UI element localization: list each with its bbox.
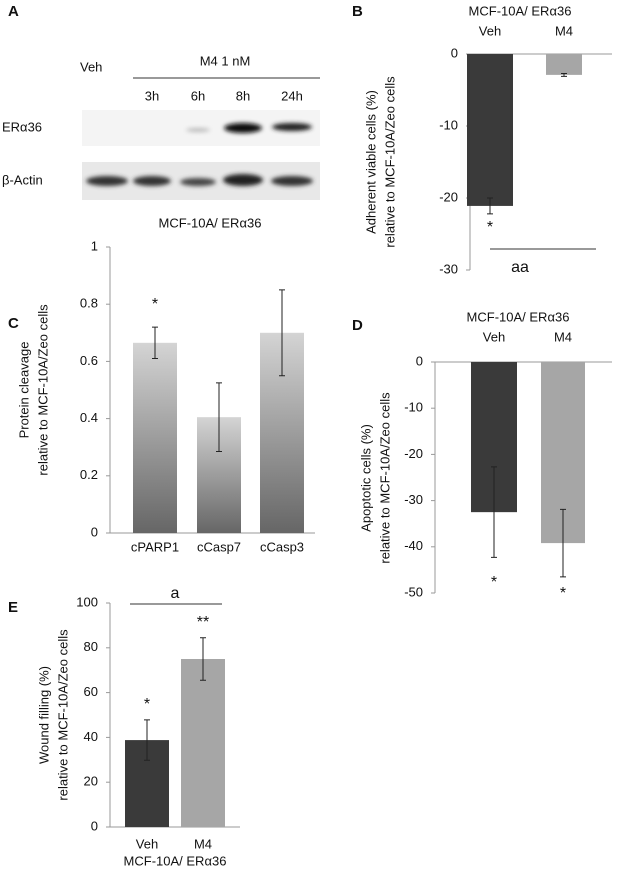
- y-tick-label: -30: [439, 261, 458, 276]
- error-bar: [144, 719, 150, 761]
- y-tick-label: -30: [404, 492, 423, 507]
- y-tick-label: 40: [84, 729, 98, 744]
- error-bar: [487, 197, 493, 215]
- panel-label: E: [8, 599, 18, 616]
- error-bar: [216, 382, 222, 452]
- y-axis-label: relative to MCF-10A/Zeo cells: [55, 629, 70, 801]
- lane-label: 3h: [145, 88, 159, 103]
- panel-label: C: [8, 315, 19, 332]
- y-tick-label: -20: [439, 189, 458, 204]
- annotation: *: [144, 696, 150, 713]
- x-tick-label: M4: [194, 836, 212, 851]
- group-label: M4 1 nM: [200, 53, 251, 68]
- y-tick-label: 80: [84, 639, 98, 654]
- x-tick-label: Veh: [136, 836, 158, 851]
- chart-title: MCF-10A/ ERα36: [469, 3, 572, 18]
- x-tick-label: cCasp7: [197, 539, 241, 554]
- x-tick-label: cPARP1: [131, 539, 179, 554]
- panel-label: D: [352, 317, 363, 334]
- x-tick-label: Veh: [483, 329, 505, 344]
- y-tick-label: -20: [404, 446, 423, 461]
- y-tick-label: 100: [76, 594, 98, 609]
- y-tick-label: 1: [91, 238, 98, 253]
- y-axis-label: relative to MCF-10A/Zeo cells: [382, 76, 397, 248]
- annotation: aa: [511, 259, 529, 276]
- error-bar: [152, 326, 158, 360]
- x-tick-label: cCasp3: [260, 539, 304, 554]
- group-label: Veh: [80, 59, 102, 74]
- y-tick-label: 0: [416, 353, 423, 368]
- annotation: *: [487, 219, 493, 236]
- y-tick-label: 0: [91, 818, 98, 833]
- y-tick-label: -10: [439, 117, 458, 132]
- error-bar: [561, 72, 567, 77]
- group-label: MCF-10A/ ERα36: [124, 853, 227, 868]
- y-tick-label: 0.8: [80, 296, 98, 311]
- y-tick-label: -50: [404, 584, 423, 599]
- error-bar: [279, 289, 285, 377]
- y-tick-label: 0: [451, 45, 458, 60]
- bar: [467, 54, 513, 206]
- error-bar: [491, 466, 497, 558]
- lane-label: 8h: [236, 88, 250, 103]
- chart-title: MCF-10A/ ERα36: [467, 309, 570, 324]
- annotation: *: [560, 585, 566, 602]
- annotation: *: [152, 296, 158, 313]
- x-tick-label: M4: [555, 23, 573, 38]
- panel-label: B: [352, 3, 363, 20]
- error-bar: [200, 637, 206, 681]
- x-tick-label: M4: [554, 329, 572, 344]
- annotation: **: [197, 614, 209, 631]
- annotation: *: [491, 574, 497, 591]
- lane-label: 6h: [191, 88, 205, 103]
- y-axis-label: Adherent viable cells (%): [363, 90, 378, 234]
- row-label: β-Actin: [2, 172, 43, 187]
- panel-label: A: [8, 3, 19, 20]
- chart-title: MCF-10A/ ERα36: [159, 215, 262, 230]
- y-tick-label: 20: [84, 774, 98, 789]
- y-tick-label: 60: [84, 684, 98, 699]
- y-tick-label: -10: [404, 400, 423, 415]
- y-tick-label: 0.2: [80, 467, 98, 482]
- bar: [546, 54, 582, 75]
- y-axis-label: relative to MCF-10A/Zeo cells: [377, 392, 392, 564]
- annotation: a: [171, 585, 180, 602]
- y-tick-label: 0: [91, 524, 98, 539]
- y-tick-label: 0.6: [80, 353, 98, 368]
- y-tick-label: 0.4: [80, 410, 98, 425]
- y-axis-label: Protein cleavage: [16, 342, 31, 439]
- y-tick-label: -40: [404, 538, 423, 553]
- y-axis-label: Apoptotic cells (%): [358, 424, 373, 532]
- row-label: ERα36: [2, 119, 42, 134]
- blot-bands: [86, 123, 313, 186]
- bar: [181, 659, 225, 827]
- y-axis-label: relative to MCF-10A/Zeo cells: [35, 304, 50, 476]
- lane-label: 24h: [281, 88, 303, 103]
- x-tick-label: Veh: [479, 23, 501, 38]
- bar: [133, 342, 177, 533]
- error-bar: [560, 508, 566, 578]
- y-axis-label: Wound filling (%): [36, 666, 51, 764]
